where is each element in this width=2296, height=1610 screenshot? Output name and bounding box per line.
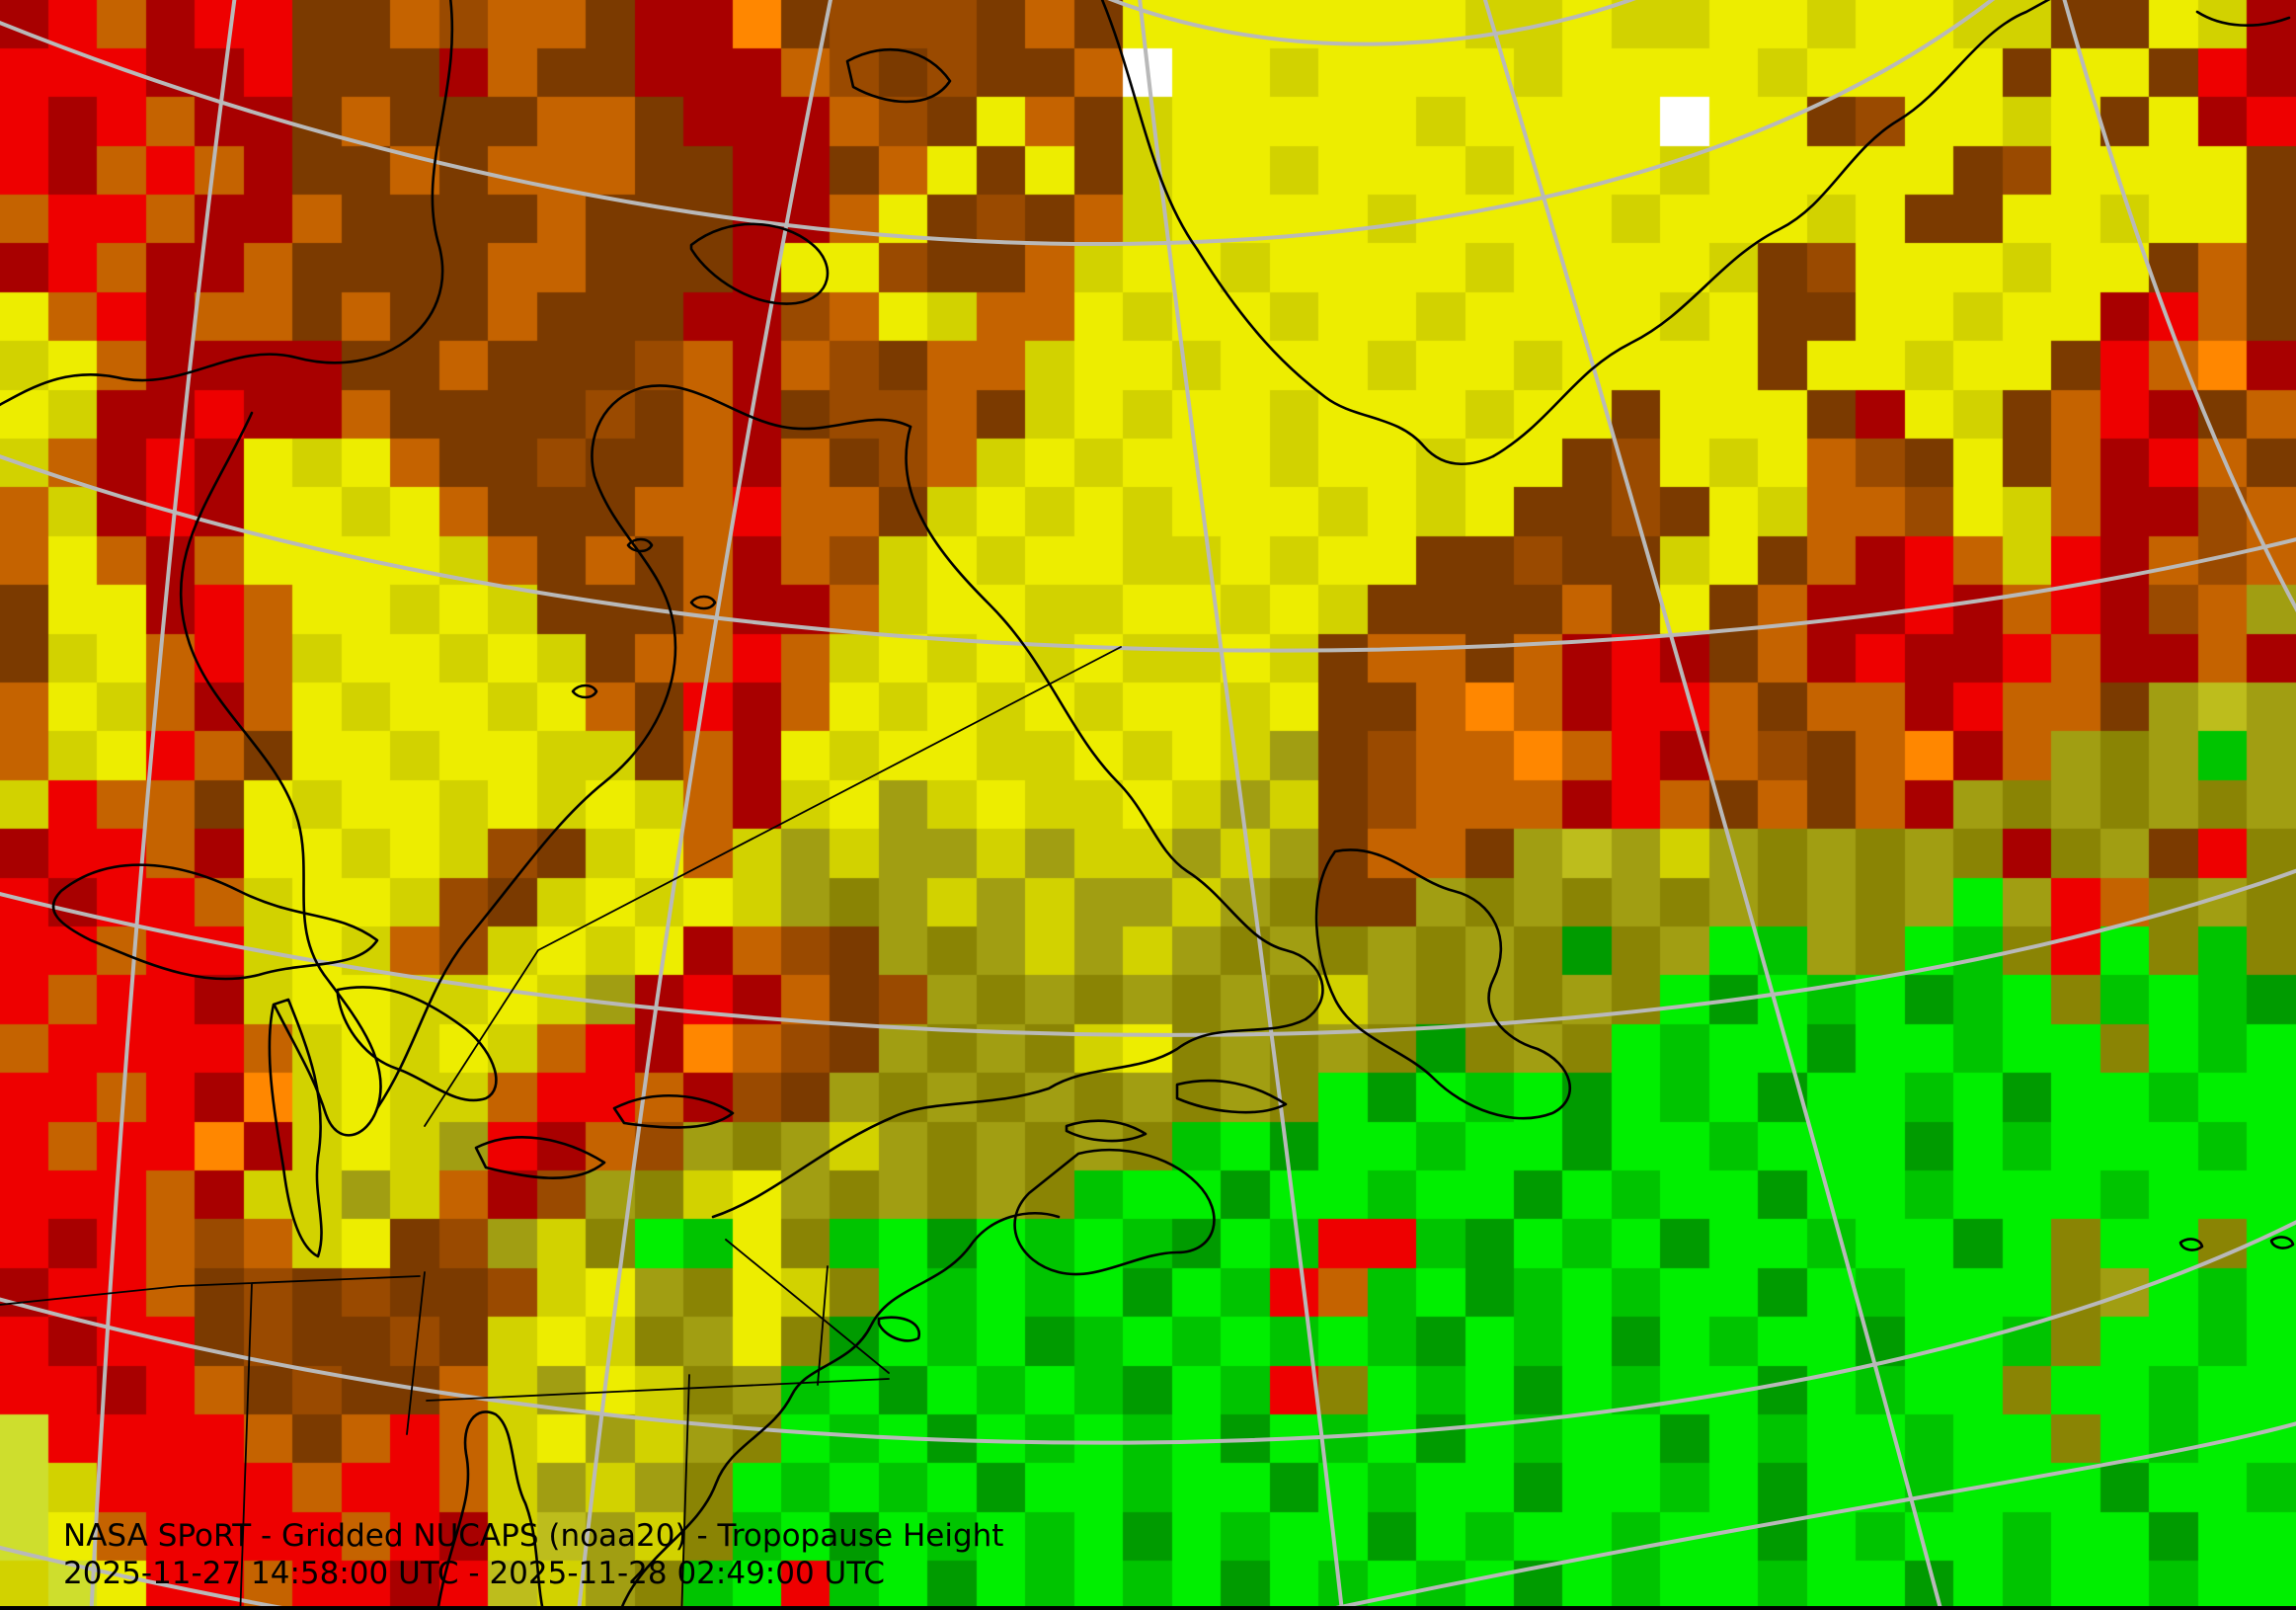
coastline-9 [1065, 1119, 1148, 1143]
meridian-0 [89, 0, 237, 1610]
parallel-1 [0, 0, 1996, 246]
meridian-2 [1138, 0, 1344, 1610]
coastline-22 [2269, 1236, 2295, 1249]
coastline-0 [0, 0, 454, 407]
coastline-23 [626, 537, 654, 553]
parallel-3 [0, 868, 2296, 1037]
parallel-0 [1107, 0, 1636, 46]
coastline-21 [2178, 1238, 2204, 1251]
coastline-3 [180, 411, 382, 1137]
figure-bottom-edge [0, 1606, 2296, 1610]
coastline-25 [571, 684, 598, 699]
border-5 [680, 1374, 690, 1610]
coastline-16 [474, 1136, 606, 1179]
coastline-6 [1314, 848, 1571, 1120]
parallel-6 [0, 1545, 305, 1610]
time-range: 2025-11-27 14:58:00 UTC - 2025-11-28 02:… [63, 1556, 885, 1591]
coastline-13 [51, 863, 379, 981]
coastline-15 [336, 986, 498, 1102]
coastline-19 [1491, 0, 2051, 458]
border-2 [239, 1283, 253, 1610]
coastline-8 [1013, 1148, 1216, 1276]
meridian-1 [577, 0, 832, 1610]
map-caption: NASA SPoRT - Gridded NUCAPS (noaa20) - T… [63, 1517, 1003, 1592]
coastline-7 [1175, 1079, 1288, 1114]
meridian-4 [2062, 0, 2296, 612]
coastline-12 [436, 1410, 545, 1610]
meridian-3 [1482, 0, 1943, 1610]
parallel-5 [1316, 1421, 2296, 1610]
border-3 [406, 1271, 426, 1435]
border-1 [0, 1275, 421, 1306]
coastline-5 [711, 425, 1324, 1219]
parallel-2 [0, 454, 2296, 653]
coastline-2 [845, 47, 952, 104]
coastline-17 [612, 1093, 735, 1129]
coastline-1 [689, 222, 830, 305]
coastline-11 [877, 1316, 921, 1342]
coastline-10 [619, 1211, 1061, 1610]
parallel-4 [0, 1220, 2296, 1445]
coastline-18 [1100, 0, 1495, 466]
border-6 [817, 1265, 829, 1386]
border-4 [426, 1378, 890, 1402]
coastline-4 [375, 384, 912, 1110]
coastline-20 [2195, 10, 2291, 27]
coastline-24 [689, 595, 717, 610]
political-borders [0, 646, 1122, 1610]
border-7 [725, 1239, 890, 1374]
border-0 [424, 646, 1122, 1127]
coastline-14 [268, 998, 323, 1258]
product-title: NASA SPoRT - Gridded NUCAPS (noaa20) - T… [63, 1518, 1004, 1554]
